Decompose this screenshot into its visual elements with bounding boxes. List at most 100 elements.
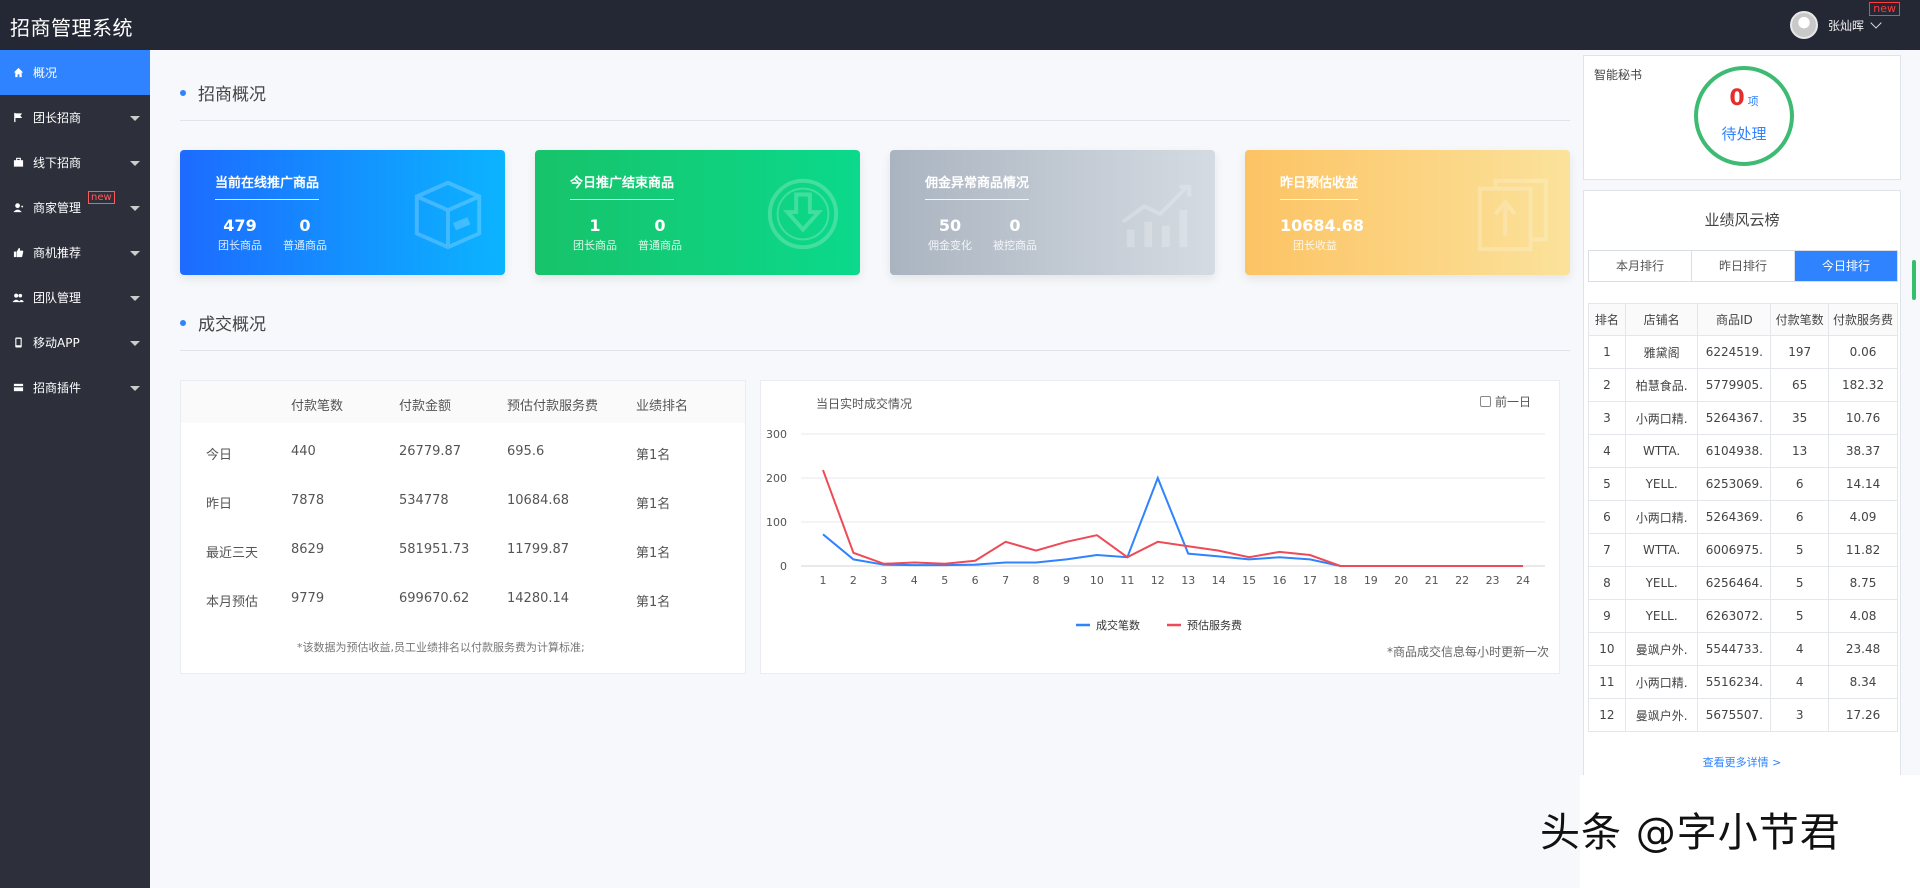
table-cell: WTTA. bbox=[1624, 434, 1699, 468]
divider bbox=[180, 350, 1570, 351]
sidebar-item-merchant[interactable]: 商家管理 new bbox=[0, 185, 150, 230]
card-commission-anomaly[interactable]: 佣金异常商品情况 50 佣金变化 0 被挖商品 bbox=[890, 150, 1215, 275]
table-cell: 11.82 bbox=[1828, 533, 1898, 567]
table-cell: 6256464. bbox=[1697, 566, 1772, 600]
scrollbar[interactable] bbox=[1912, 240, 1918, 310]
checkbox[interactable] bbox=[1479, 396, 1491, 407]
table-cell: 柏慧食品. bbox=[1624, 368, 1699, 402]
row-label: 昨日 bbox=[206, 497, 233, 512]
ranking-title: 业绩风云榜 bbox=[1704, 211, 1780, 229]
table-row[interactable]: 8 YELL. 6256464. 5 8.75 bbox=[1588, 566, 1898, 600]
table-cell: 0.06 bbox=[1828, 335, 1898, 369]
card-online-products[interactable]: 当前在线推广商品 479 团长商品 0 普通商品 bbox=[180, 150, 505, 275]
table-cell: 11 bbox=[1588, 665, 1626, 699]
more-details-link[interactable]: 查看更多详情 > bbox=[1702, 756, 1782, 769]
caret-down-icon bbox=[130, 386, 140, 391]
realtime-chart-panel: 当日实时成交情况 前一日 0 100 200 300 1 2 3 4 5 6 7 8 9 10 11 12 13… bbox=[760, 380, 1560, 674]
mobile-icon bbox=[12, 337, 24, 349]
x-tick-label: 19 bbox=[1364, 574, 1378, 587]
card-title: 昨日预估收益 bbox=[1280, 172, 1359, 200]
card-ended-products[interactable]: 今日推广结束商品 1 团长商品 0 普通商品 bbox=[535, 150, 860, 275]
trend-icon bbox=[1121, 184, 1192, 248]
team-icon bbox=[12, 292, 24, 304]
table-cell: 6263072. bbox=[1697, 599, 1772, 633]
tab-today-rank[interactable]: 今日排行 bbox=[1795, 251, 1897, 281]
sidebar-item-overview[interactable]: 概况 bbox=[0, 50, 150, 95]
sidebar-item-opportunity[interactable]: 商机推荐 bbox=[0, 230, 150, 275]
stat-label: 团长商品 bbox=[218, 239, 262, 252]
table-row[interactable]: 10 曼飒户外. 5544733. 4 23.48 bbox=[1588, 632, 1898, 666]
chevron-down-icon[interactable] bbox=[1870, 17, 1882, 29]
pending-label[interactable]: 待处理 bbox=[1721, 125, 1767, 143]
sidebar-item-team[interactable]: 团队管理 bbox=[0, 275, 150, 320]
x-tick-label: 22 bbox=[1455, 574, 1469, 587]
y-tick-label: 200 bbox=[766, 472, 787, 485]
row-label: 今日 bbox=[206, 448, 233, 463]
table-row[interactable]: 9 YELL. 6263072. 5 4.08 bbox=[1588, 599, 1898, 633]
merchant-icon bbox=[12, 202, 24, 214]
ranking-table: 排名 店铺名 商品ID 付款笔数 付款服务费 1 雅黛阁 6224519. 197 0.06 2 柏… bbox=[1588, 303, 1898, 732]
checkbox-label[interactable]: 前一日 bbox=[1494, 395, 1531, 409]
box-icon bbox=[414, 180, 482, 250]
table-cell: 4 bbox=[1770, 665, 1830, 699]
app-title: 招商管理系统 bbox=[10, 16, 133, 40]
section-title-overview: 招商概况 bbox=[180, 80, 266, 105]
tab-yesterday-rank[interactable]: 昨日排行 bbox=[1692, 251, 1795, 281]
table-cell: 5264367. bbox=[1697, 401, 1772, 435]
table-cell: 65 bbox=[1770, 368, 1830, 402]
table-cell: 6253069. bbox=[1697, 467, 1772, 501]
sidebar-item-label: 商机推荐 bbox=[33, 246, 82, 260]
card-stat: 0 普通商品 bbox=[280, 216, 330, 253]
pending-count-value: 0 bbox=[1729, 86, 1745, 111]
table-row[interactable]: 6 小两口精. 5264369. 6 4.09 bbox=[1588, 500, 1898, 534]
scrollbar-thumb[interactable] bbox=[1912, 260, 1916, 300]
cell-count: 8629 bbox=[291, 542, 325, 557]
table-header: 付款笔数 付款金额 预估付款服务费 业绩排名 bbox=[181, 381, 745, 423]
cell-rank: 第1名 bbox=[636, 448, 671, 463]
cell-rank: 第1名 bbox=[636, 546, 671, 561]
tab-month-rank[interactable]: 本月排行 bbox=[1589, 251, 1692, 281]
section-title-deals: 成交概况 bbox=[180, 310, 266, 335]
sidebar-item-offline-recruit[interactable]: 线下招商 bbox=[0, 140, 150, 185]
x-tick-label: 7 bbox=[1002, 574, 1009, 587]
top-bar: 招商管理系统 张灿晖 new bbox=[0, 0, 1920, 50]
prev-day-checkbox[interactable]: 前一日 bbox=[1479, 393, 1531, 410]
table-row[interactable]: 4 WTTA. 6104938. 13 38.37 bbox=[1588, 434, 1898, 468]
cell-fee: 10684.68 bbox=[507, 493, 570, 508]
user-menu[interactable]: 张灿晖 new bbox=[1789, 2, 1900, 40]
cell-fee: 11799.87 bbox=[507, 542, 570, 557]
table-row[interactable]: 12 曼飒户外. 5675507. 3 17.26 bbox=[1588, 698, 1898, 732]
column-header: 店铺名 bbox=[1624, 303, 1699, 336]
new-badge: new bbox=[1869, 2, 1900, 16]
x-tick-label: 3 bbox=[880, 574, 887, 587]
table-row[interactable]: 3 小两口精. 5264367. 35 10.76 bbox=[1588, 401, 1898, 435]
table-row[interactable]: 5 YELL. 6253069. 6 14.14 bbox=[1588, 467, 1898, 501]
table-row[interactable]: 2 柏慧食品. 5779905. 65 182.32 bbox=[1588, 368, 1898, 402]
x-tick-label: 9 bbox=[1063, 574, 1070, 587]
avatar[interactable] bbox=[1789, 11, 1818, 39]
table-cell: 6006975. bbox=[1697, 533, 1772, 567]
table-cell: 23.48 bbox=[1828, 632, 1898, 666]
cell-rank: 第1名 bbox=[636, 595, 671, 610]
sidebar-item-plugin[interactable]: 招商插件 bbox=[0, 365, 150, 410]
assistant-title: 智能秘书 bbox=[1594, 68, 1643, 82]
table-cell: YELL. bbox=[1624, 467, 1699, 501]
table-cell: 4.08 bbox=[1828, 599, 1898, 633]
row-label: 本月预估 bbox=[206, 595, 259, 610]
table-row[interactable]: 1 雅黛阁 6224519. 197 0.06 bbox=[1588, 335, 1898, 369]
cell-fee: 695.6 bbox=[507, 444, 545, 459]
user-name[interactable]: 张灿晖 bbox=[1827, 18, 1864, 33]
chart-footnote: *商品成交信息每小时更新一次 bbox=[1386, 645, 1549, 659]
sidebar-item-leader-recruit[interactable]: 团长招商 bbox=[0, 95, 150, 140]
home-icon bbox=[12, 67, 24, 79]
sidebar-item-label: 团队管理 bbox=[33, 291, 82, 305]
sidebar-item-label: 线下招商 bbox=[33, 156, 82, 170]
table-row[interactable]: 11 小两口精. 5516234. 4 8.34 bbox=[1588, 665, 1898, 699]
sidebar-item-label: 概况 bbox=[33, 66, 58, 80]
card-yesterday-income[interactable]: 昨日预估收益 10684.68 团长收益 bbox=[1245, 150, 1570, 275]
card-stat: 50 佣金变化 bbox=[925, 216, 975, 253]
sidebar-item-mobile-app[interactable]: 移动APP bbox=[0, 320, 150, 365]
table-row[interactable]: 7 WTTA. 6006975. 5 11.82 bbox=[1588, 533, 1898, 567]
